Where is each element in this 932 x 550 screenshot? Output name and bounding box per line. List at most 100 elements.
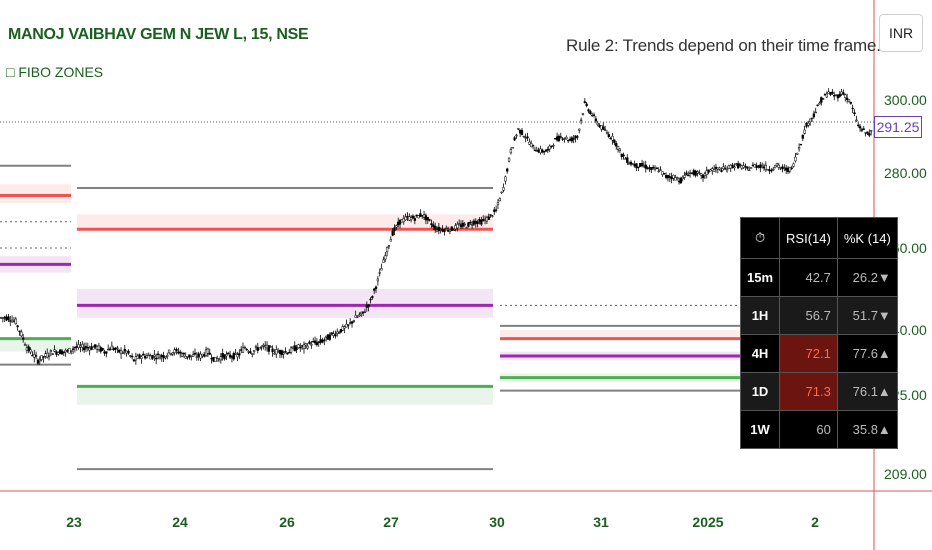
candle xyxy=(829,92,832,96)
candle xyxy=(842,89,845,96)
candle xyxy=(38,356,41,365)
candle xyxy=(129,354,132,358)
candle xyxy=(260,345,263,351)
candle xyxy=(716,167,719,174)
red-zone-band xyxy=(500,330,874,339)
candle xyxy=(208,348,211,355)
candle xyxy=(95,345,99,354)
candle xyxy=(20,329,23,338)
candle xyxy=(221,348,224,361)
candle xyxy=(823,93,827,96)
candle xyxy=(280,349,283,358)
purple-zone-band xyxy=(77,289,493,318)
candle xyxy=(759,161,762,173)
table-row: 1H 56.7 51.7▼ xyxy=(739,296,898,335)
candle xyxy=(640,159,644,168)
candle xyxy=(269,345,272,348)
candle xyxy=(197,351,200,361)
table-row: 1W 60 35.8▲ xyxy=(739,410,898,449)
candle xyxy=(627,161,631,165)
candle xyxy=(744,163,747,171)
candle xyxy=(127,349,130,355)
candle xyxy=(555,132,559,142)
candle xyxy=(533,146,537,152)
candle xyxy=(288,349,291,354)
candle xyxy=(411,214,415,219)
candle xyxy=(683,171,686,180)
candle xyxy=(188,354,191,360)
candle xyxy=(75,341,78,351)
candle xyxy=(557,134,561,143)
candle xyxy=(561,137,564,141)
candle xyxy=(740,164,743,171)
candle xyxy=(629,160,633,167)
candle xyxy=(692,168,695,177)
candle xyxy=(216,355,219,362)
candle xyxy=(546,146,549,154)
candle xyxy=(506,167,509,174)
candle xyxy=(868,129,871,138)
candle xyxy=(724,164,727,170)
candle xyxy=(278,349,282,358)
candle xyxy=(22,334,25,343)
candle xyxy=(84,342,88,353)
candle xyxy=(306,343,309,350)
candle xyxy=(384,251,387,263)
candle xyxy=(46,348,49,359)
candle xyxy=(136,353,139,359)
candle xyxy=(153,349,156,361)
candle xyxy=(14,316,17,325)
candle xyxy=(249,347,252,354)
candle xyxy=(825,91,828,98)
candle xyxy=(203,351,206,358)
time-axis[interactable]: 23 24 26 27 30 31 2025 2 xyxy=(66,514,819,530)
candle xyxy=(866,131,869,135)
candle xyxy=(554,137,557,140)
candle xyxy=(600,124,603,132)
candle xyxy=(827,88,830,94)
candle xyxy=(252,350,256,355)
candle xyxy=(513,136,516,141)
candle xyxy=(110,341,113,350)
candle xyxy=(119,347,123,359)
candle xyxy=(62,351,65,357)
candle xyxy=(452,228,455,231)
indicator-label[interactable]: □ FIBO ZONES xyxy=(6,64,104,80)
time-tick-label: 24 xyxy=(172,514,188,530)
currency-button[interactable]: INR xyxy=(879,14,923,52)
table-row: 15m 42.7 26.2▼ xyxy=(739,258,898,297)
candle xyxy=(286,352,289,355)
candle xyxy=(134,352,138,365)
candle xyxy=(36,358,40,366)
candle xyxy=(166,352,169,360)
candle xyxy=(160,353,163,362)
candle xyxy=(862,126,865,130)
candle xyxy=(262,343,265,350)
chart-title: MANOJ VAIBHAV GEM N JEW L, 15, NSE xyxy=(8,26,309,43)
rsi-cell: 56.7 xyxy=(779,296,838,335)
candle xyxy=(273,349,276,355)
candle xyxy=(123,345,126,355)
candle xyxy=(801,134,804,142)
candle xyxy=(631,163,634,166)
candle xyxy=(345,319,348,328)
timeframe-cell: 15m xyxy=(739,258,781,297)
candle xyxy=(341,324,344,332)
candle xyxy=(528,138,531,146)
candle xyxy=(107,344,110,351)
candle xyxy=(193,348,197,356)
candle xyxy=(576,134,579,140)
candle xyxy=(310,340,313,349)
candle xyxy=(766,168,769,171)
candle xyxy=(47,352,51,361)
candle xyxy=(299,343,302,352)
stoch-cell: 76.1▲ xyxy=(836,372,898,411)
candle xyxy=(731,162,734,169)
candle xyxy=(480,216,483,227)
candle xyxy=(718,166,721,171)
candle xyxy=(373,288,376,295)
candle xyxy=(666,174,670,182)
time-tick-label: 26 xyxy=(279,514,295,530)
candle xyxy=(108,346,112,351)
